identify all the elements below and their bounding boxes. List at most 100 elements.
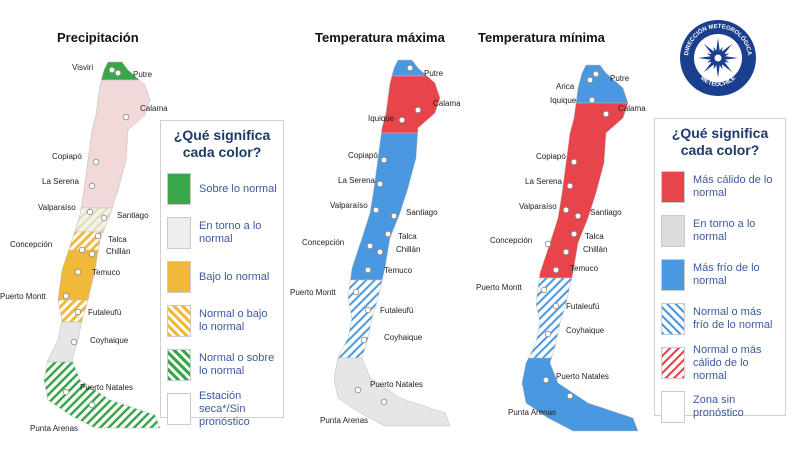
legend-label: Más frío de lo normal <box>693 262 760 287</box>
legend-item: Zona sin pronóstico <box>661 387 779 427</box>
city-label: Visviri <box>72 63 93 72</box>
city-dot <box>88 401 96 409</box>
legend-label: Más cálido de lo normal <box>693 174 773 199</box>
city-dot <box>364 266 372 274</box>
city-dot <box>570 230 578 238</box>
city-label: Puerto Montt <box>476 283 523 292</box>
city-label: Santiago <box>406 208 438 217</box>
city-label: Santiago <box>117 211 149 220</box>
logo-ray <box>721 55 738 61</box>
city-dot <box>114 69 122 77</box>
city-label: Coyhaique <box>566 326 605 335</box>
city-label: Calama <box>140 104 168 113</box>
city-label: Puerto Natales <box>556 372 609 381</box>
legend-swatch <box>167 261 191 293</box>
city-label: Putre <box>610 74 630 83</box>
city-dot <box>376 248 384 256</box>
city-dot <box>88 250 96 258</box>
legend-item: En torno a lo normal <box>167 213 277 253</box>
city-dot <box>414 106 422 114</box>
city-dot <box>364 306 372 314</box>
region <box>74 207 113 233</box>
legend-label: Zona sin pronóstico <box>693 394 744 419</box>
city-label: Coyhaique <box>384 333 423 342</box>
city-label: Temuco <box>570 264 599 273</box>
city-label: Futaleufú <box>88 308 121 317</box>
city-dot <box>372 206 380 214</box>
legend-item: Normal o sobre lo normal <box>167 345 277 385</box>
legend-title: ¿Qué significa cada color? <box>671 125 769 158</box>
city-label: Punta Arenas <box>320 416 368 425</box>
city-dot <box>588 96 596 104</box>
city-dot <box>562 248 570 256</box>
legend-label: Normal o más cálido de lo normal <box>693 343 762 382</box>
city-label: Valparaíso <box>519 202 557 211</box>
city-label: Calama <box>618 104 646 113</box>
legend-item: Normal o más cálido de lo normal <box>661 343 779 383</box>
legend-label: Estación seca*/Sin pronóstico <box>199 389 250 428</box>
legend-swatch <box>661 171 685 203</box>
city-label: Valparaíso <box>330 201 368 210</box>
region <box>528 277 573 359</box>
city-dot <box>552 302 560 310</box>
city-dot <box>542 376 550 384</box>
legend-item: Normal o más frío de lo normal <box>661 299 779 339</box>
legend-swatch <box>167 393 191 425</box>
city-dot <box>602 110 610 118</box>
city-dot <box>592 70 600 78</box>
city-label: La Serena <box>42 177 79 186</box>
region <box>333 357 451 427</box>
map-title: Precipitación <box>57 30 139 45</box>
logo: DIRECCIÓN METEOROLÓGICA METEOCHILE <box>680 20 756 96</box>
logo-ray <box>715 38 721 55</box>
region <box>575 64 629 104</box>
city-label: Futaleufú <box>566 302 599 311</box>
city-dot <box>122 113 130 121</box>
city-label: Arica <box>556 82 575 91</box>
city-label: Puerto Natales <box>80 383 133 392</box>
map-title: Temperatura mínima <box>478 30 606 45</box>
city-label: Punta Arenas <box>508 408 556 417</box>
city-dot <box>74 308 82 316</box>
city-dot <box>540 286 548 294</box>
legend-item: Estación seca*/Sin pronóstico <box>167 389 277 429</box>
city-dot <box>86 208 94 216</box>
city-label: Talca <box>108 235 127 244</box>
legend-label: En torno a lo normal <box>693 218 756 243</box>
map: Arica Putre Iquique Calama Copiapó La Serena V… <box>476 64 646 432</box>
city-dot <box>544 240 552 248</box>
city-dot <box>398 116 406 124</box>
city-label: Putre <box>424 69 444 78</box>
city-dot <box>390 212 398 220</box>
legend-swatch <box>661 391 685 423</box>
city-dot <box>100 214 108 222</box>
city-label: Coyhaique <box>90 336 129 345</box>
city-dot <box>108 66 116 74</box>
logo-ray <box>698 55 715 61</box>
city-label: Concepción <box>10 240 52 249</box>
city-label: Valparaíso <box>38 203 76 212</box>
city-dot <box>562 206 570 214</box>
city-label: Copiapó <box>348 151 378 160</box>
city-label: Chillán <box>583 245 607 254</box>
city-dot <box>92 158 100 166</box>
legend-item: Más cálido de lo normal <box>661 167 779 207</box>
legend-swatch <box>167 305 191 337</box>
city-label: Futaleufú <box>380 306 413 315</box>
city-label: Concepción <box>302 238 344 247</box>
legend-title: ¿Qué significa cada color? <box>173 127 271 160</box>
city-dot <box>70 338 78 346</box>
map-title: Temperatura máxima <box>315 30 446 45</box>
city-dot <box>366 242 374 250</box>
city-dot <box>354 386 362 394</box>
region <box>57 299 89 323</box>
logo-ray <box>718 58 733 73</box>
legend-item: Normal o bajo lo normal <box>167 301 277 341</box>
legend-item: Bajo lo normal <box>167 257 277 297</box>
legend: ¿Qué significa cada color? Sobre lo norma… <box>160 120 284 428</box>
legend-label: En torno a lo normal <box>199 220 262 245</box>
city-dot <box>62 292 70 300</box>
city-label: Puerto Montt <box>290 288 337 297</box>
city-dot <box>380 156 388 164</box>
city-dot <box>94 232 102 240</box>
